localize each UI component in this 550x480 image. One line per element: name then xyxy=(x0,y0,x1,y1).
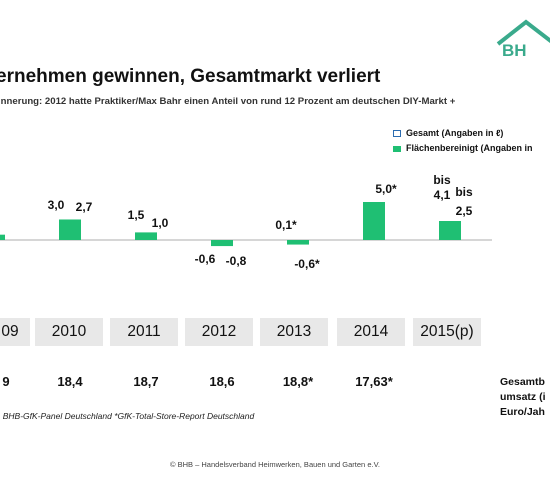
logo-roof xyxy=(496,19,550,46)
footer-copyright: © BHB – Handelsverband Heimwerken, Bauen… xyxy=(170,460,380,469)
bar-flaechenbereinigt-2015(p) xyxy=(439,221,461,240)
total-2013: 18,8* xyxy=(282,374,314,389)
label-flaechen-2015: 2,5 xyxy=(456,204,473,218)
label-flaechen-2011: 1,0 xyxy=(152,216,169,230)
year-box-09: 09 xyxy=(0,318,30,346)
label-gesamt-2015: 4,1 xyxy=(434,188,451,202)
legend-gesamt-label: Gesamt (Angaben in ℓ) xyxy=(406,128,504,138)
year-box-2011: 2011 xyxy=(110,318,178,346)
page-title: ernehmen gewinnen, Gesamtmarkt verliert xyxy=(0,66,381,87)
totals-label-line-3: Euro/Jah xyxy=(500,406,545,418)
label-flaechen-2014: 5,0* xyxy=(375,182,397,196)
total-2014: 17,63* xyxy=(355,374,393,389)
year-box-2010: 2010 xyxy=(35,318,103,346)
label-flaechen-2012: -0,8 xyxy=(226,254,247,268)
source-note: : BHB-GfK-Panel Deutschland *GfK-Total-S… xyxy=(0,411,255,421)
bar-flaechenbereinigt-2011 xyxy=(135,232,157,240)
bhb-logo: BH xyxy=(496,19,550,60)
label-bis-2-2015: bis xyxy=(455,185,473,199)
total-2011: 18,7 xyxy=(133,374,159,389)
legend-gesamt: Gesamt (Angaben in ℓ) xyxy=(393,128,503,138)
total-2012: 18,6 xyxy=(209,374,235,389)
label-flaechen-2013: -0,6* xyxy=(294,257,320,271)
legend-flaechen-label: Flächenbereinigt (Angaben in xyxy=(406,143,533,153)
year-box-2013: 2013 xyxy=(260,318,328,346)
label-gesamt-2011: 1,5 xyxy=(128,208,145,222)
label-bis-1-2015: bis xyxy=(433,173,451,187)
year-box-2014: 2014 xyxy=(337,318,405,346)
legend-gesamt-swatch xyxy=(393,130,401,138)
totals-label-line-2: umsatz (i xyxy=(500,391,546,403)
bar-flaechenbereinigt-2014 xyxy=(363,202,385,240)
label-gesamt-2012: -0,6 xyxy=(195,252,216,266)
legend-flaechen: Flächenbereinigt (Angaben in xyxy=(393,143,533,153)
bar-flaechenbereinigt-2012 xyxy=(211,240,233,247)
bar-flaechenbereinigt-2013 xyxy=(287,240,309,245)
legend-flaechen-swatch xyxy=(393,145,401,152)
year-box-2015(p): 2015(p) xyxy=(413,318,481,346)
page-subtitle: innerung: 2012 hatte Praktiker/Max Bahr … xyxy=(0,96,456,107)
logo-text: BH xyxy=(502,41,527,60)
total-2010: 18,4 xyxy=(57,374,83,389)
bar-flaechenbereinigt-2010 xyxy=(59,219,81,240)
totals-label-line-1: Gesamtb xyxy=(500,376,545,388)
label-gesamt-2010: 3,0 xyxy=(48,198,65,212)
bar-flaechenbereinigt-09 xyxy=(0,234,5,240)
label-flaechen-2010: 2,7 xyxy=(76,200,93,214)
total-09: 9 xyxy=(2,374,10,389)
label-gesamt-2013: 0,1* xyxy=(275,218,297,232)
year-box-2012: 2012 xyxy=(185,318,253,346)
